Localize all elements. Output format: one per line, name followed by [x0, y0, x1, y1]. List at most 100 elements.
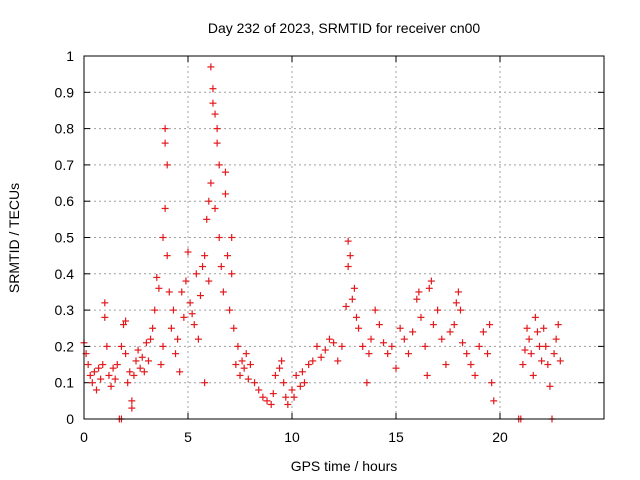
data-point — [490, 397, 498, 405]
data-point — [546, 382, 554, 390]
data-point — [344, 263, 352, 271]
data-point — [284, 400, 292, 408]
data-point — [219, 288, 227, 296]
data-point — [117, 342, 125, 350]
data-point — [367, 335, 375, 343]
data-point — [130, 371, 138, 379]
data-point — [523, 324, 531, 332]
y-tick-label: 0.9 — [55, 84, 75, 100]
data-point — [540, 324, 548, 332]
data-point — [88, 379, 96, 387]
data-point — [236, 371, 244, 379]
data-point — [280, 379, 288, 387]
y-tick-label: 0.7 — [55, 157, 75, 173]
data-point — [529, 371, 537, 379]
data-point — [159, 342, 167, 350]
y-axis-label: SRMTID / TECUs — [6, 183, 22, 293]
data-point — [556, 357, 564, 365]
data-point — [215, 161, 223, 169]
y-tick-label: 1 — [66, 48, 74, 64]
data-point — [205, 197, 213, 205]
data-point — [538, 357, 546, 365]
data-point — [321, 346, 329, 354]
data-points — [80, 63, 564, 423]
data-point — [246, 361, 254, 369]
data-point — [288, 386, 296, 394]
data-point — [290, 393, 298, 401]
data-point — [221, 168, 229, 176]
data-point — [167, 324, 175, 332]
y-tick-label: 0.1 — [55, 375, 75, 391]
data-point — [278, 357, 286, 365]
data-point — [342, 302, 350, 310]
chart-title: Day 232 of 2023, SRMTID for receiver cn0… — [208, 20, 481, 36]
data-point — [84, 361, 92, 369]
data-point — [238, 357, 246, 365]
data-point — [415, 288, 423, 296]
y-tick-label: 0.2 — [55, 338, 75, 354]
data-point — [213, 139, 221, 147]
data-point — [527, 350, 535, 358]
data-point — [120, 321, 128, 329]
data-point — [228, 234, 236, 241]
data-point — [359, 342, 367, 350]
data-point — [552, 335, 560, 343]
data-point — [205, 277, 213, 285]
data-point — [309, 357, 317, 365]
data-point — [226, 306, 234, 314]
data-point — [232, 361, 240, 369]
data-point — [240, 364, 248, 372]
data-point — [92, 386, 100, 394]
data-point — [221, 190, 229, 198]
data-point — [521, 346, 529, 354]
data-point — [554, 321, 562, 329]
data-point — [350, 284, 358, 292]
data-point — [161, 125, 169, 133]
data-point — [467, 361, 475, 369]
x-tick-label: 20 — [492, 429, 508, 445]
x-axis-label: GPS time / hours — [291, 458, 398, 474]
data-point — [550, 350, 558, 358]
y-tick-label: 0 — [66, 411, 74, 427]
data-point — [209, 99, 217, 107]
y-tick-label: 0.3 — [55, 302, 75, 318]
x-tick-label: 0 — [80, 429, 88, 445]
data-point — [172, 350, 180, 358]
data-point — [122, 350, 130, 358]
data-point — [122, 317, 130, 325]
data-point — [544, 361, 552, 369]
data-point — [338, 342, 346, 350]
data-point — [157, 361, 165, 369]
data-point — [95, 364, 103, 372]
data-point — [234, 342, 242, 350]
data-point — [269, 390, 277, 398]
data-point — [298, 368, 306, 376]
data-point — [194, 335, 202, 343]
data-point — [224, 252, 232, 260]
data-point — [423, 371, 431, 379]
data-point — [192, 270, 200, 278]
data-point — [463, 350, 471, 358]
data-point — [429, 321, 437, 329]
data-point — [215, 234, 223, 241]
data-point — [184, 248, 192, 256]
data-point — [207, 63, 215, 71]
data-point — [454, 288, 462, 296]
data-point — [132, 357, 140, 365]
data-point — [392, 364, 400, 372]
data-point — [124, 379, 132, 387]
data-point — [276, 364, 284, 372]
data-point — [244, 375, 252, 383]
data-point — [404, 350, 412, 358]
data-point — [103, 342, 111, 350]
data-point — [165, 288, 173, 296]
data-point — [199, 263, 207, 271]
data-point — [163, 252, 171, 260]
data-point — [134, 346, 142, 354]
data-point — [388, 342, 396, 350]
data-point — [209, 85, 217, 93]
data-point — [371, 306, 379, 314]
data-point — [486, 321, 494, 329]
data-point — [446, 328, 454, 336]
data-point — [161, 139, 169, 147]
